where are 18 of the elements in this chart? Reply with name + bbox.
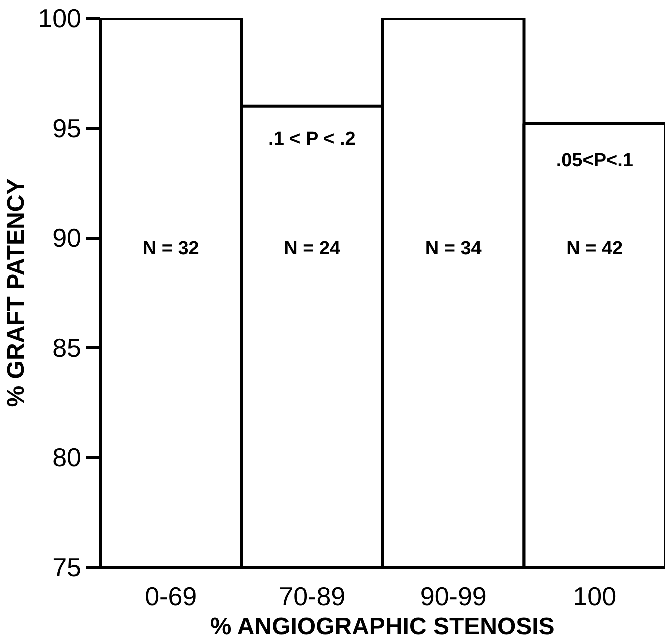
y-axis-title: % GRAFT PATENCY [3, 178, 30, 408]
x-tick-label: 70-89 [279, 582, 346, 612]
annotation: N = 24 [284, 238, 342, 260]
annotation: N = 34 [425, 238, 482, 260]
y-tick-label: 80 [52, 442, 82, 473]
annotation: .05<P<.1 [556, 150, 634, 172]
annotation: N = 42 [566, 238, 624, 260]
x-tick-label: 90-99 [420, 582, 487, 612]
y-tick-label: 100 [38, 4, 82, 34]
y-tick-label: 75 [52, 552, 82, 582]
y-tick-label: 90 [52, 223, 82, 254]
x-tick-label: 0-69 [145, 582, 198, 612]
annotation: N = 32 [142, 238, 200, 260]
x-axis-title: % ANGIOGRAPHIC STENOSIS [210, 614, 555, 640]
x-tick-label: 100 [573, 582, 617, 612]
y-tick-label: 85 [52, 332, 82, 363]
y-tick-label: 95 [52, 113, 82, 144]
annotation: .1 < P < .2 [268, 128, 356, 150]
